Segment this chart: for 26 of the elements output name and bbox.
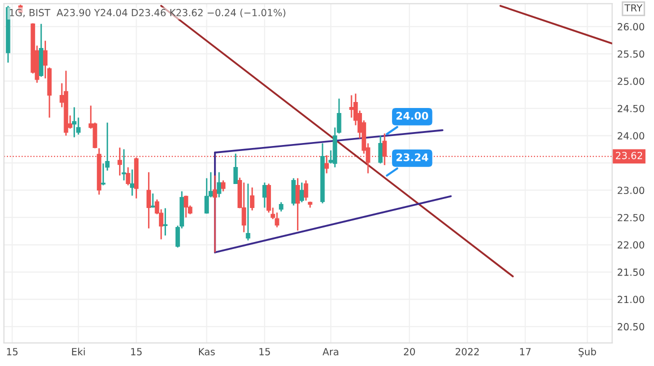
- annotation: 24.00: [396, 112, 428, 120]
- y-tick-label: 22.50: [618, 214, 644, 222]
- x-tick-label: 15: [7, 348, 18, 356]
- y-tick-label: 22.00: [618, 241, 644, 249]
- x-tick-label: Ara: [322, 348, 338, 356]
- y-tick-label: 26.00: [618, 23, 644, 30]
- annotation: 1G, BIST A23.90 Y24.04 D23.46 K23.62 −0.24 (−1.01%): [10, 8, 286, 18]
- x-tick-label: 20: [404, 348, 415, 356]
- x-tick-label: 15: [259, 348, 270, 356]
- annotation: 23.24: [396, 153, 428, 162]
- x-tick-label: Kas: [199, 348, 215, 356]
- ref-line-label: 23.62: [616, 152, 642, 160]
- y-tick-label: 23.00: [618, 186, 644, 194]
- y-tick-label: 24.00: [618, 132, 644, 140]
- x-tick-label: 17: [520, 348, 531, 356]
- y-tick-label: 24.50: [618, 104, 644, 112]
- y-tick-label: 21.50: [618, 268, 644, 276]
- x-tick-label: Şub: [578, 348, 596, 358]
- y-tick-label: 25.00: [618, 78, 644, 85]
- y-tick-label: 21.00: [618, 296, 644, 304]
- y-tick-label: 20.50: [618, 323, 644, 330]
- y-axis-title: TRY: [624, 4, 642, 12]
- x-tick-label: 15: [131, 348, 142, 356]
- x-tick-label: Eki: [72, 348, 85, 356]
- x-tick-label: 2022: [456, 348, 479, 356]
- y-tick-label: 25.50: [618, 50, 644, 58]
